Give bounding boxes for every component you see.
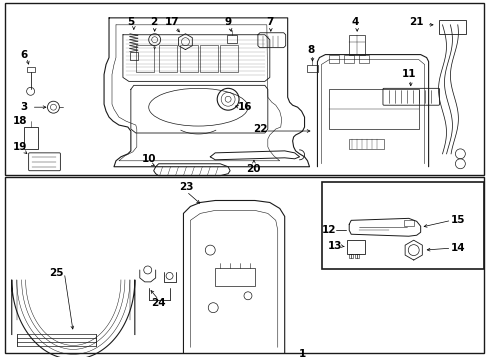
Bar xyxy=(5,3,483,175)
Text: 3: 3 xyxy=(20,102,27,112)
Text: 7: 7 xyxy=(265,17,273,27)
Text: 12: 12 xyxy=(322,225,336,235)
Bar xyxy=(438,20,466,34)
Text: 8: 8 xyxy=(306,45,313,55)
Text: 17: 17 xyxy=(165,17,180,27)
Text: 20: 20 xyxy=(245,164,260,174)
Text: 24: 24 xyxy=(151,298,165,308)
Text: 15: 15 xyxy=(450,215,465,225)
Text: 25: 25 xyxy=(49,268,63,278)
Text: 2: 2 xyxy=(150,17,157,27)
Bar xyxy=(322,182,483,269)
Text: 21: 21 xyxy=(408,17,423,27)
Bar xyxy=(23,127,38,149)
Bar xyxy=(329,89,418,129)
Text: 13: 13 xyxy=(327,241,342,251)
Bar xyxy=(200,45,218,72)
Bar xyxy=(403,220,413,226)
Bar xyxy=(136,45,153,72)
Bar xyxy=(358,55,368,63)
Bar xyxy=(346,240,365,254)
Text: 10: 10 xyxy=(141,154,156,164)
Text: 1: 1 xyxy=(298,349,305,359)
Text: 16: 16 xyxy=(237,102,252,112)
Bar xyxy=(5,177,483,353)
Text: 14: 14 xyxy=(450,243,465,253)
Text: 9: 9 xyxy=(224,17,231,27)
Text: 11: 11 xyxy=(401,69,415,80)
Bar xyxy=(348,35,365,55)
Bar xyxy=(344,55,353,63)
Bar xyxy=(130,51,138,59)
Bar xyxy=(329,55,339,63)
Bar xyxy=(180,45,198,72)
Bar xyxy=(354,254,358,258)
Text: 23: 23 xyxy=(179,181,193,192)
Bar xyxy=(158,45,176,72)
Text: 4: 4 xyxy=(351,17,358,27)
Bar xyxy=(26,67,35,72)
Bar xyxy=(348,254,352,258)
Text: 18: 18 xyxy=(12,116,27,126)
Bar xyxy=(226,35,237,43)
Bar xyxy=(215,268,254,286)
Bar xyxy=(348,139,383,149)
Bar xyxy=(220,45,238,72)
Bar xyxy=(306,64,318,72)
Text: 19: 19 xyxy=(13,142,27,152)
Text: 22: 22 xyxy=(252,124,266,134)
Text: 5: 5 xyxy=(127,17,134,27)
Text: 6: 6 xyxy=(20,50,27,60)
